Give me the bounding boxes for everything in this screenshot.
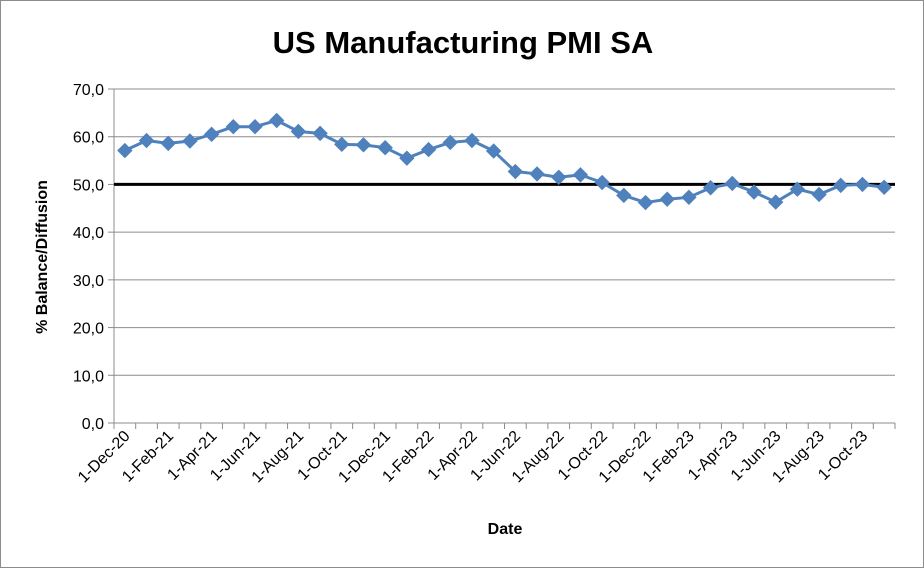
x-axis-label: Date xyxy=(488,521,523,538)
y-tick-label: 60,0 xyxy=(73,130,104,147)
data-point-marker xyxy=(767,194,784,210)
data-point-marker xyxy=(247,118,263,135)
data-point-marker xyxy=(182,133,198,149)
y-tick-label: 40,0 xyxy=(73,225,104,242)
data-point-marker xyxy=(290,123,307,140)
y-tick-label: 20,0 xyxy=(73,321,104,338)
data-point-marker xyxy=(659,191,675,207)
data-point-marker xyxy=(529,166,545,182)
data-point-marker xyxy=(420,141,437,158)
data-point-marker xyxy=(594,174,610,191)
y-tick-label: 10,0 xyxy=(73,368,104,385)
data-point-marker xyxy=(464,132,480,149)
data-point-marker xyxy=(203,126,220,143)
series-group xyxy=(117,112,892,211)
y-tick-label: 30,0 xyxy=(73,273,104,290)
data-point-marker xyxy=(225,118,242,135)
data-point-marker xyxy=(746,184,762,200)
data-point-marker xyxy=(811,186,827,203)
y-tick-label: 50,0 xyxy=(73,177,104,194)
chart-title: US Manufacturing PMI SA xyxy=(273,25,654,60)
data-point-marker xyxy=(702,180,719,196)
data-point-marker xyxy=(616,187,632,204)
data-point-marker xyxy=(637,194,654,211)
y-axis-ticks: 0,0 10,0 20,0 30,0 40,0 50,0 60,0 70,0 xyxy=(73,82,104,433)
y-axis-label: % Balance/Diffusion xyxy=(34,180,51,334)
data-point-marker xyxy=(724,175,740,192)
data-point-marker xyxy=(442,134,458,151)
data-point-marker xyxy=(551,169,567,185)
data-point-marker xyxy=(876,179,892,195)
data-point-marker xyxy=(312,125,328,142)
data-point-marker xyxy=(507,163,524,180)
data-point-marker xyxy=(789,181,806,197)
gridlines xyxy=(108,88,896,429)
series-line xyxy=(124,118,885,205)
data-point-marker xyxy=(681,189,697,206)
data-point-marker xyxy=(833,177,849,194)
data-point-marker xyxy=(160,135,176,152)
data-point-marker xyxy=(334,136,350,153)
data-point-marker xyxy=(485,143,502,159)
y-tick-label: 70,0 xyxy=(73,82,104,99)
data-point-marker xyxy=(399,150,415,166)
data-point-marker xyxy=(138,132,155,149)
data-point-marker xyxy=(377,139,393,156)
data-point-marker xyxy=(355,137,372,153)
data-point-marker xyxy=(572,167,589,183)
x-axis-ticks: 1-Dec-201-Feb-211-Apr-211-Jun-211-Aug-21… xyxy=(75,428,871,487)
data-point-marker xyxy=(117,142,133,159)
y-tick-label: 0,0 xyxy=(82,416,104,433)
data-point-marker xyxy=(854,176,871,193)
data-point-marker xyxy=(269,112,285,129)
